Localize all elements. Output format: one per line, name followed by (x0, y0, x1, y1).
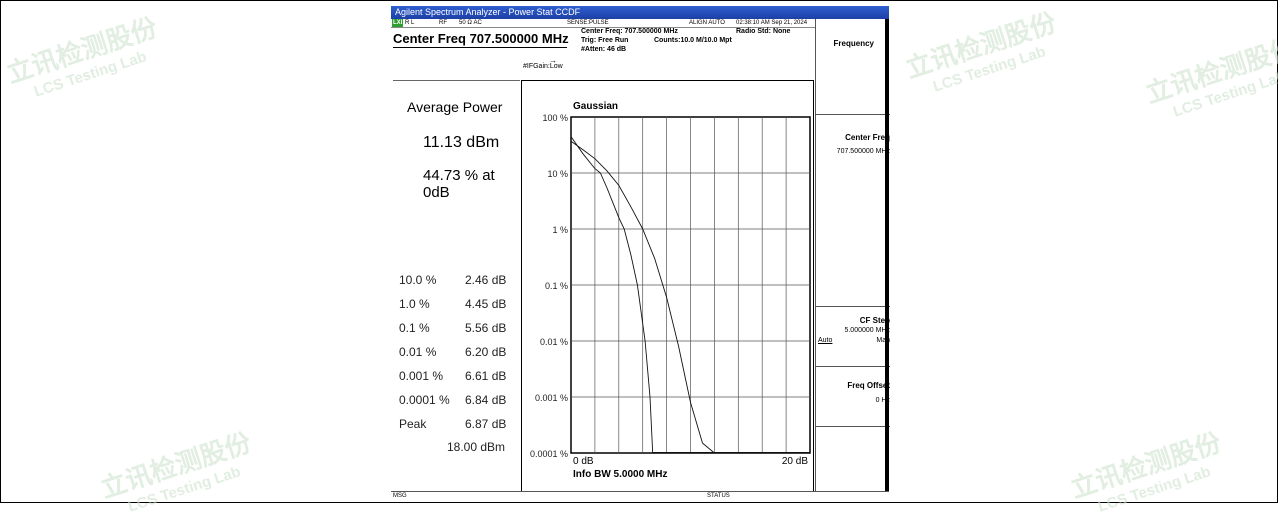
timestamp: 02:38:10 AM Sep 21, 2024 (736, 20, 808, 26)
ccdf-chart: 100 % 10 % 1 % 0.1 % 0.01 % 0.001 % 0.0001 % Ga… (530, 101, 811, 480)
align-indicator: ALIGN AUTO (689, 20, 725, 26)
analyzer-window: Agilent Spectrum Analyzer - Power Stat C… (391, 6, 890, 501)
y-tick-label: 0.0001 % (530, 449, 568, 459)
ccdf-series-line (570, 136, 654, 454)
trigger-readout: Trig: Free Run (581, 37, 629, 44)
y-tick-label: 100 % (542, 113, 568, 123)
msg-label: MSG (393, 493, 407, 499)
cf-step-man: Man (876, 337, 890, 344)
softkey-panel: Frequency Center Freq 707.500000 MHz CF … (815, 19, 890, 491)
frequency-menu-title: Frequency (816, 19, 890, 115)
ccdf-series-line (570, 140, 715, 454)
average-power-percent: 44.73 % at 0dB (423, 167, 495, 201)
y-tick-label: 0.1 % (545, 281, 568, 291)
center-freq-softkey[interactable]: Center Freq 707.500000 MHz (816, 115, 890, 307)
chart-title: Gaussian (573, 101, 618, 112)
x-end-label: 20 dB (782, 456, 808, 467)
lxi-badge: LXI (392, 19, 404, 27)
ccdf-graph-panel: 100 % 10 % 1 % 0.1 % 0.01 % 0.001 % 0.0001 % Ga… (521, 80, 814, 493)
x-start-label: 0 dB (573, 456, 594, 467)
measurement-header: Center Freq 707.500000 MHz Center Freq: … (391, 28, 815, 78)
average-power-dbm: 11.13 dBm (423, 134, 500, 151)
y-tick-label: 0.01 % (540, 337, 568, 347)
window-right-edge (885, 19, 889, 500)
metrics-panel: Average Power 11.13 dBm 44.73 % at 0dB 1… (393, 80, 520, 493)
y-tick-label: 0.001 % (535, 393, 568, 403)
cf-step-softkey[interactable]: CF Step 5.000000 MHz Auto Man (816, 307, 890, 367)
center-freq-underline (393, 47, 567, 48)
x-axis-label: Info BW 5.0000 MHz (573, 469, 667, 480)
rf-indicator: RF (439, 20, 447, 26)
status-bar: LXI R L RF 50 Ω AC SENSE:PULSE ALIGN AUT… (391, 19, 815, 28)
y-tick-label: 10 % (547, 169, 568, 179)
message-bar: MSG STATUS (391, 491, 889, 501)
atten-readout: #Atten: 46 dB (581, 46, 627, 53)
impedance-indicator: 50 Ω AC (459, 20, 482, 26)
arrow-icon: → (549, 56, 557, 65)
status-label: STATUS (707, 493, 730, 499)
counts-readout: Counts:10.0 M/10.0 Mpt (654, 37, 732, 44)
average-power-label: Average Power (407, 99, 503, 115)
radio-std-readout: Radio Std: None (736, 28, 791, 35)
center-freq-title[interactable]: Center Freq 707.500000 MHz (393, 31, 569, 46)
window-title: Agilent Spectrum Analyzer - Power Stat C… (391, 6, 889, 19)
freq-offset-softkey[interactable]: Freq Offset 0 Hz (816, 367, 890, 427)
peak-dbm: 18.00 dBm (447, 440, 506, 454)
rl-indicator: R L (405, 20, 415, 26)
ifgain-readout: #IFGain:Low (523, 63, 563, 70)
sense-indicator: SENSE:PULSE (567, 20, 609, 26)
center-freq-readout: Center Freq: 707.500000 MHz (581, 28, 678, 35)
y-tick-label: 1 % (552, 225, 568, 235)
cf-step-auto: Auto (818, 337, 833, 344)
